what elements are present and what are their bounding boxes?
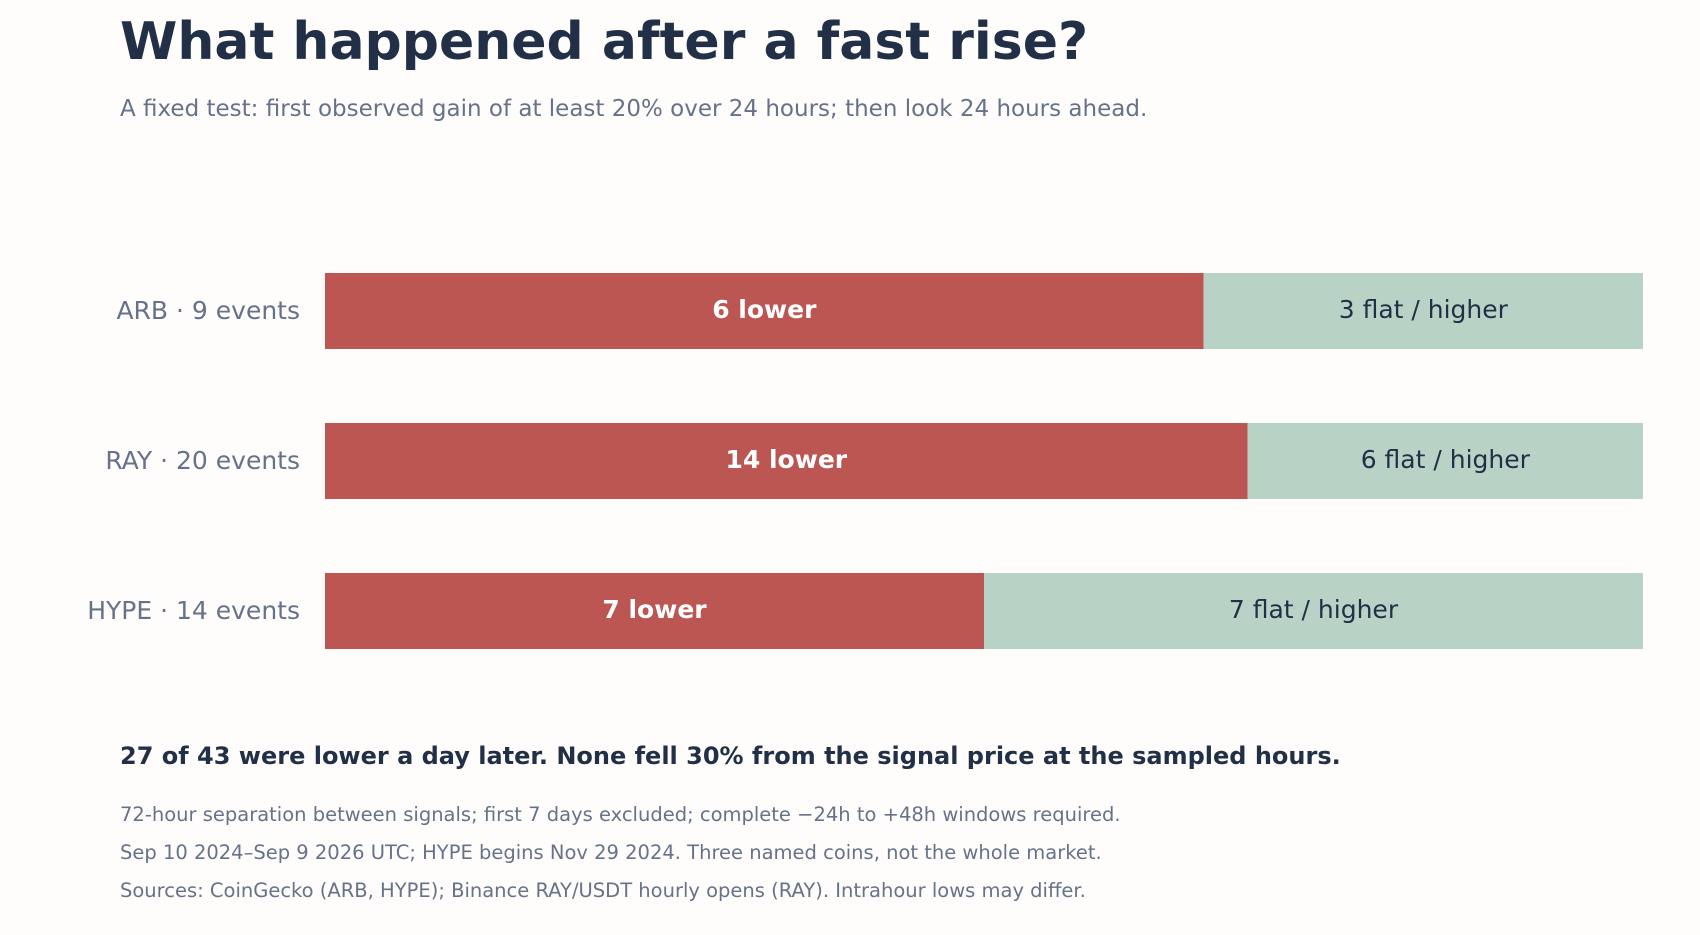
data-label-hype-lower: 7 lower: [602, 595, 707, 624]
methodology-note: 72-hour separation between signals; firs…: [120, 803, 1121, 826]
data-label-hype-flat-higher: 7 flat / higher: [1229, 595, 1399, 624]
bar-arb-flat-higher: [1203, 273, 1643, 349]
data-label-arb-flat-higher: 3 flat / higher: [1339, 295, 1509, 324]
category-label-ray: RAY · 20 events: [105, 446, 300, 475]
summary-text: 27 of 43 were lower a day later. None fe…: [120, 742, 1341, 770]
date-range-note: Sep 10 2024–Sep 9 2026 UTC; HYPE begins …: [120, 841, 1102, 864]
data-label-arb-lower: 6 lower: [712, 295, 817, 324]
category-label-hype: HYPE · 14 events: [87, 596, 300, 625]
data-label-ray-flat-higher: 6 flat / higher: [1361, 445, 1531, 474]
category-label-arb: ARB · 9 events: [116, 296, 300, 325]
data-label-ray-lower: 14 lower: [725, 445, 847, 474]
sources-note: Sources: CoinGecko (ARB, HYPE); Binance …: [120, 879, 1086, 902]
bar-ray-flat-higher: [1247, 423, 1643, 499]
chart-subtitle: A fixed test: first observed gain of at …: [120, 96, 1148, 122]
stacked-bar-chart: ARB · 9 events 6 lower 3 flat / higher RAY …: [87, 273, 1643, 649]
bar-arb-lower: [325, 273, 1204, 349]
chart-title: What happened after a fast rise?: [120, 12, 1089, 72]
bar-hype-lower: [325, 573, 984, 649]
bar-hype-flat-higher: [984, 573, 1643, 649]
bar-ray-lower: [325, 423, 1248, 499]
